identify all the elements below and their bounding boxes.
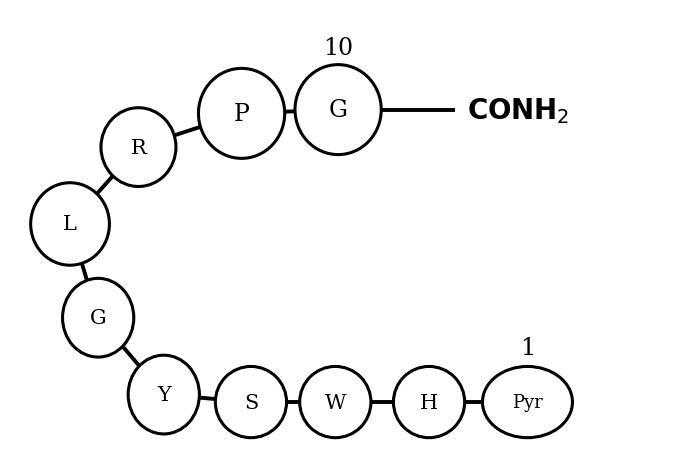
Text: G: G [328,99,347,122]
Ellipse shape [101,108,176,187]
Text: Pyr: Pyr [512,393,543,411]
Text: P: P [234,103,250,125]
Text: Y: Y [157,385,171,404]
Text: S: S [244,393,258,412]
Ellipse shape [128,356,199,434]
Text: R: R [131,138,146,157]
Text: L: L [63,215,77,234]
Text: 10: 10 [323,37,353,60]
Text: G: G [90,308,107,327]
Ellipse shape [295,65,381,155]
Text: CONH$_2$: CONH$_2$ [466,95,569,125]
Ellipse shape [483,367,573,438]
Ellipse shape [300,367,371,438]
Ellipse shape [394,367,464,438]
Ellipse shape [31,183,109,266]
Text: H: H [420,393,438,412]
Text: W: W [324,393,346,412]
Ellipse shape [199,69,285,159]
Ellipse shape [63,279,134,357]
Ellipse shape [216,367,286,438]
Text: 1: 1 [520,337,535,359]
